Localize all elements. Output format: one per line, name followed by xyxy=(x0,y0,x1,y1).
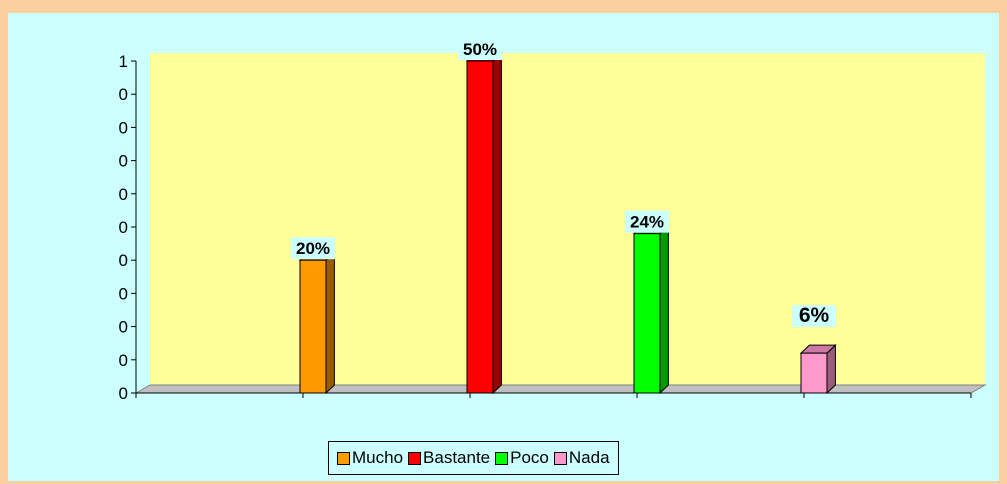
legend-label: Nada xyxy=(568,448,610,467)
data-label-bastante: 50% xyxy=(463,40,497,59)
data-label-background xyxy=(458,38,502,60)
bar-nada xyxy=(800,352,828,394)
data-label-background xyxy=(291,237,335,260)
legend-label: Poco xyxy=(510,448,549,467)
data-label-nada: 6% xyxy=(799,304,830,327)
data-label-background xyxy=(625,210,669,233)
legend-item-mucho: Mucho xyxy=(337,448,403,468)
y-tick-label: 0 xyxy=(119,152,128,171)
y-tick-label: 0 xyxy=(119,284,128,303)
legend-label: Bastante xyxy=(423,448,491,467)
chart-area: 0 0 0 0 0 0 0 0 0 0 1 20% 50% 24% 6% Mucho Bastante Poco… xyxy=(8,13,999,481)
y-tick-label: 0 xyxy=(119,118,128,137)
plot-floor xyxy=(134,384,987,394)
plot-back-wall xyxy=(150,53,985,385)
legend-swatch xyxy=(408,451,422,465)
data-label-background xyxy=(792,305,836,328)
y-tick-label: 0 xyxy=(119,318,128,337)
bar-poco xyxy=(633,233,661,394)
y-tick-label: 0 xyxy=(119,351,128,370)
y-tick-label: 0 xyxy=(119,218,128,237)
legend-item-bastante: Bastante xyxy=(408,448,490,468)
bar-bastante-side xyxy=(492,51,502,395)
legend: Mucho Bastante Poco Nada xyxy=(328,441,619,475)
data-label-poco: 24% xyxy=(630,213,664,232)
legend-swatch xyxy=(495,451,509,465)
y-tick-label: 0 xyxy=(119,384,128,403)
data-label-mucho: 20% xyxy=(296,239,330,258)
legend-item-poco: Poco xyxy=(495,448,549,468)
y-tick-label: 1 xyxy=(119,52,128,71)
bar-mucho-side xyxy=(325,251,335,395)
legend-swatch xyxy=(553,451,567,465)
legend-label: Mucho xyxy=(352,448,404,467)
y-tick-label: 0 xyxy=(119,185,128,204)
bar-mucho xyxy=(299,259,327,394)
legend-item-nada: Nada xyxy=(553,448,610,468)
bar-bastante xyxy=(466,60,494,394)
bar-chart: 0 0 0 0 0 0 0 0 0 0 1 20% 50% 24% 6% xyxy=(119,38,987,403)
y-tick-label: 0 xyxy=(119,251,128,270)
bar-poco-side xyxy=(659,224,669,395)
legend-swatch xyxy=(337,451,350,465)
y-tick-label: 0 xyxy=(119,85,128,104)
